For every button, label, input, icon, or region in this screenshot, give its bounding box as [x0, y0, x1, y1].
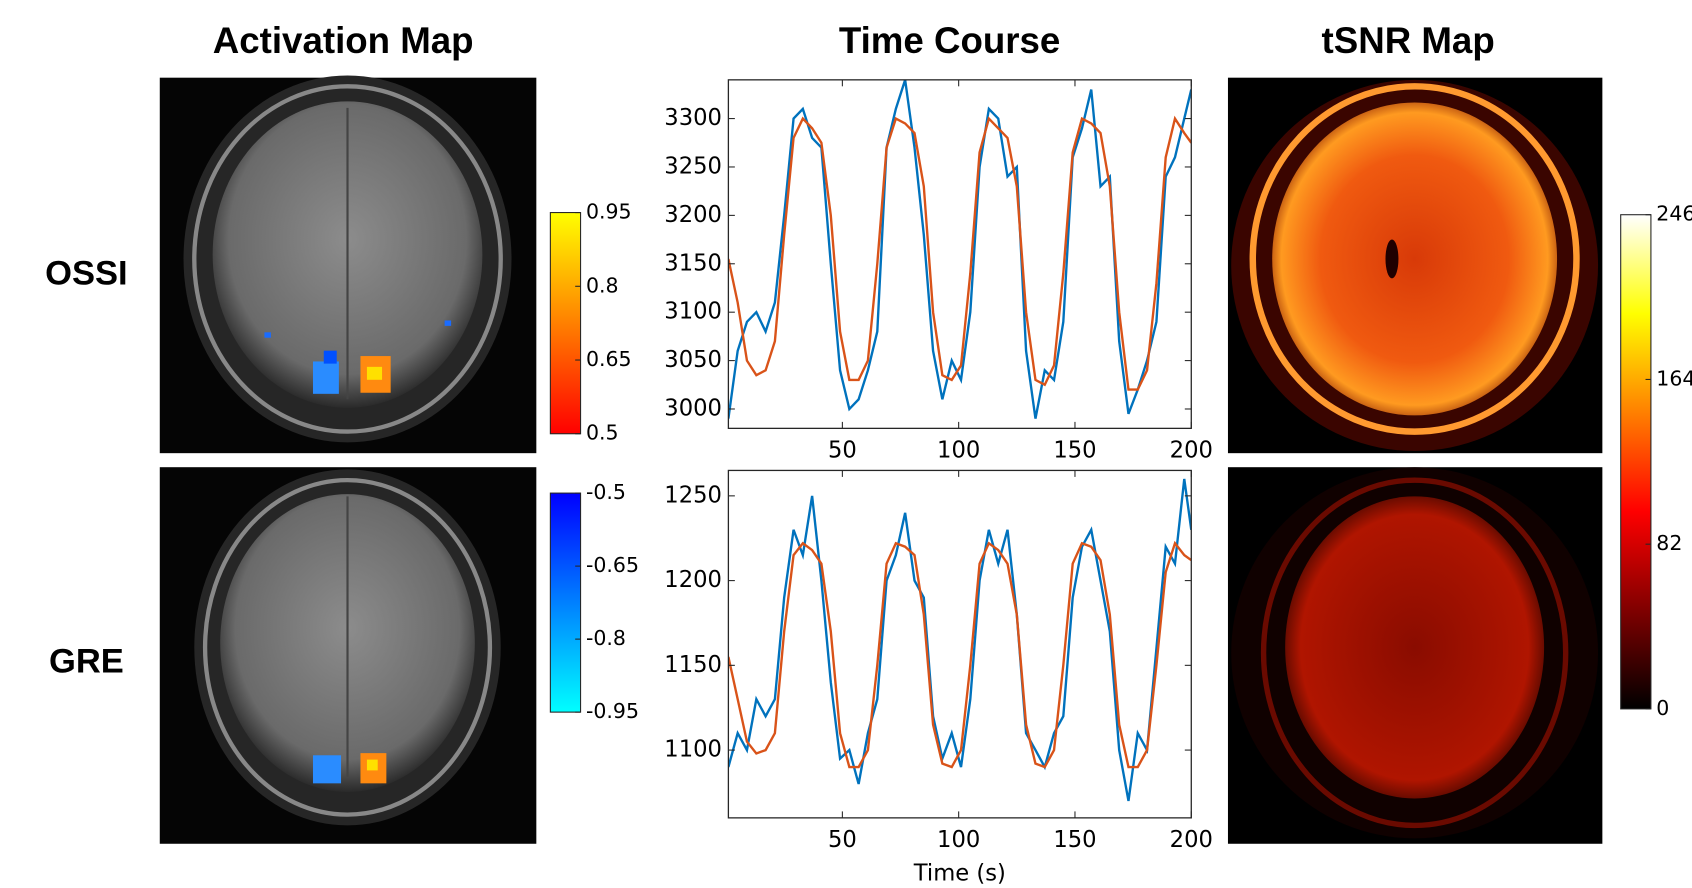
y-tick-label: 3150 — [664, 250, 722, 276]
colorbar-tick-label: 0.8 — [586, 273, 619, 297]
tsnr-image — [1227, 77, 1603, 454]
colorbar — [1620, 214, 1652, 710]
colorbar-tick-label: -0.5 — [586, 480, 626, 504]
x-tick-label: 50 — [828, 438, 857, 464]
series-line — [728, 115, 1192, 391]
x-axis-label: Time (s) — [913, 860, 1006, 886]
y-tick-label: 3250 — [664, 153, 722, 179]
row-label: OSSI — [45, 254, 127, 292]
y-tick-label: 1250 — [664, 482, 722, 508]
colorbar-tick-label: 0.65 — [586, 347, 632, 371]
series-line — [728, 478, 1192, 802]
y-tick-label: 1100 — [664, 737, 722, 763]
colorbar-tick-label: -0.95 — [586, 699, 639, 723]
x-tick-label: 100 — [937, 827, 980, 853]
panel-title: tSNR Map — [1322, 20, 1495, 61]
colorbar-tick-label: 0.5 — [586, 421, 619, 445]
colorbar — [549, 212, 582, 435]
y-tick-label: 3300 — [664, 105, 722, 131]
colorbar-tick-label: -0.65 — [586, 553, 639, 577]
colorbar-tick-label: 0.95 — [586, 200, 632, 224]
y-tick-label: 3050 — [664, 347, 722, 373]
colorbar-tick-label: 246 — [1656, 202, 1692, 226]
activation-image — [159, 467, 537, 844]
y-tick-label: 3000 — [664, 395, 722, 421]
tsnr-image — [1227, 467, 1603, 844]
y-tick-label: 1200 — [664, 567, 722, 593]
panel-title: Activation Map — [213, 20, 474, 61]
activation-image — [159, 75, 537, 454]
series-line — [728, 79, 1192, 419]
colorbar-tick-label: 0 — [1656, 696, 1669, 720]
panel-title: Time Course — [839, 20, 1060, 61]
colorbar-tick-label: 164 — [1656, 366, 1692, 390]
y-tick-label: 3100 — [664, 299, 722, 325]
axes-box — [727, 79, 1192, 430]
x-tick-label: 150 — [1053, 827, 1096, 853]
y-tick-label: 3200 — [664, 202, 722, 228]
row-label: GRE — [49, 643, 124, 681]
x-tick-label: 200 — [1170, 438, 1213, 464]
axes-box — [727, 469, 1192, 819]
x-tick-label: 150 — [1053, 438, 1096, 464]
x-tick-label: 100 — [937, 438, 980, 464]
x-tick-label: 50 — [828, 827, 857, 853]
colorbar — [549, 492, 582, 713]
y-tick-label: 1150 — [664, 652, 722, 678]
x-tick-label: 200 — [1170, 827, 1213, 853]
colorbar-tick-label: 82 — [1656, 531, 1682, 555]
colorbar-tick-label: -0.8 — [586, 626, 626, 650]
series-line — [728, 540, 1192, 769]
